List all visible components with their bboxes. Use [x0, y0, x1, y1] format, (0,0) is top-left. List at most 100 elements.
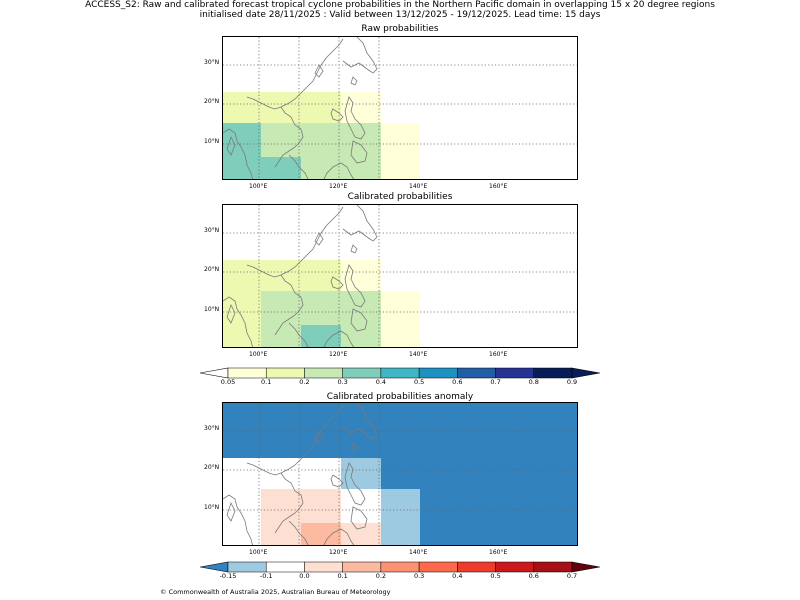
colorbar-segment [265, 561, 305, 573]
colorbar-tick-label: 0.2 [375, 572, 387, 580]
latitude-tick-label: 20°N [204, 266, 220, 273]
probability-cells [223, 92, 420, 179]
longitude-tick-label: 120°E [329, 549, 348, 556]
probability-cells [223, 260, 420, 347]
anomaly-map-title: Calibrated probabilities anomaly [326, 392, 474, 402]
longitude-tick-label: 160°E [489, 549, 508, 556]
raw-probability-map [222, 36, 578, 180]
longitude-tick-label: 100°E [249, 549, 268, 556]
anomaly-colorbar [199, 558, 601, 573]
probability-colorbar [199, 364, 601, 379]
colorbar-segment [495, 561, 535, 573]
colorbar-tick-label: -0.15 [219, 572, 237, 580]
figure-title-line2: initialised date 28/11/2025 : Valid betw… [199, 10, 601, 20]
colorbar-segment [265, 367, 305, 379]
latitude-tick-label: 10°N [204, 504, 220, 511]
map-canvas [223, 403, 577, 545]
colorbar-segment [533, 561, 573, 573]
coastline [226, 303, 236, 324]
colorbar-segment [342, 367, 382, 379]
coastline [350, 506, 368, 530]
latitude-tick-label: 30°N [204, 59, 220, 66]
coastline [342, 37, 378, 74]
figure-title-line1: ACCESS_S2: Raw and calibrated forecast t… [85, 0, 715, 10]
latitude-tick-label: 30°N [204, 227, 220, 234]
colorbar-tick-label: 0.3 [337, 378, 348, 386]
region-cell [381, 291, 420, 347]
colorbar-tick-label: 0.8 [528, 378, 539, 386]
colorbar-tick-label: 0.6 [528, 572, 539, 580]
colorbar-tick-label: 0.1 [261, 378, 272, 386]
longitude-tick-label: 100°E [249, 183, 268, 190]
coastline [226, 501, 236, 522]
coastline [350, 442, 358, 452]
coastline [344, 462, 366, 506]
colorbar-tick-label: 0.5 [490, 572, 501, 580]
region-cell [301, 325, 341, 347]
colorbar-under-arrow [199, 367, 229, 379]
colorbar-segment [342, 561, 382, 573]
coastlines [223, 403, 378, 545]
region-cell [341, 489, 381, 523]
colorbar-under-arrow [199, 561, 229, 573]
colorbar-tick-label: 0.7 [566, 572, 578, 580]
region-cell [381, 123, 420, 179]
coastline [246, 404, 344, 476]
colorbar-tick-label: 0.6 [452, 378, 463, 386]
colorbar-segment [418, 561, 458, 573]
coastlines [223, 37, 378, 179]
coastline [274, 106, 304, 168]
longitude-tick-label: 140°E [409, 351, 428, 358]
coastline [323, 528, 355, 545]
colorbar-tick-label: -0.1 [259, 572, 273, 580]
coastline [350, 244, 358, 254]
latitude-tick-label: 20°N [204, 464, 220, 471]
region-cell [381, 489, 420, 545]
colorbar-tick-label: 0.0 [299, 572, 310, 580]
longitude-tick-label: 140°E [409, 183, 428, 190]
colorbar-segment [457, 367, 496, 379]
latitude-tick-label: 20°N [204, 98, 220, 105]
longitude-tick-label: 160°E [489, 351, 508, 358]
gridlines [223, 403, 577, 545]
coastline [350, 308, 368, 332]
region-cell [341, 523, 381, 545]
gridlines [223, 205, 577, 347]
colorbar-segment [227, 561, 267, 573]
colorbar-segment [418, 367, 458, 379]
colorbar-segment [304, 367, 343, 379]
coastline [274, 472, 304, 534]
colorbar-segment [227, 367, 267, 379]
coastline [314, 64, 324, 78]
latitude-tick-label: 30°N [204, 425, 220, 432]
region-cell [223, 123, 261, 179]
coastline [223, 296, 253, 347]
coastline [350, 76, 358, 86]
latitude-tick-label: 10°N [204, 138, 220, 145]
colorbar-tick-label: 0.4 [452, 572, 463, 580]
gridlines [223, 37, 577, 179]
colorbar-tick-label: 0.9 [566, 378, 578, 386]
colorbar-tick-label: 0.5 [413, 378, 425, 386]
coastline [314, 232, 324, 246]
colorbar-tick-label: 0.7 [490, 378, 501, 386]
colorbar-segment [495, 367, 535, 379]
colorbar-tick-label: 0.05 [220, 378, 236, 386]
coastline [274, 274, 304, 336]
coastline [226, 135, 236, 156]
latitude-tick-label: 10°N [204, 306, 220, 313]
coastline [223, 128, 253, 179]
raw-map-title: Raw probabilities [361, 24, 439, 34]
coastline [350, 140, 368, 164]
colorbar-segment [380, 367, 420, 379]
coastline [314, 430, 324, 444]
colorbar-over-arrow [571, 367, 601, 379]
coastline [342, 205, 378, 242]
longitude-tick-label: 120°E [329, 351, 348, 358]
coastline [344, 264, 366, 308]
colorbar-tick-label: 0.4 [375, 378, 387, 386]
map-canvas [223, 205, 577, 347]
calibrated-map-title: Calibrated probabilities [347, 192, 453, 202]
coastline [323, 330, 355, 347]
colorbar-segment [457, 561, 496, 573]
